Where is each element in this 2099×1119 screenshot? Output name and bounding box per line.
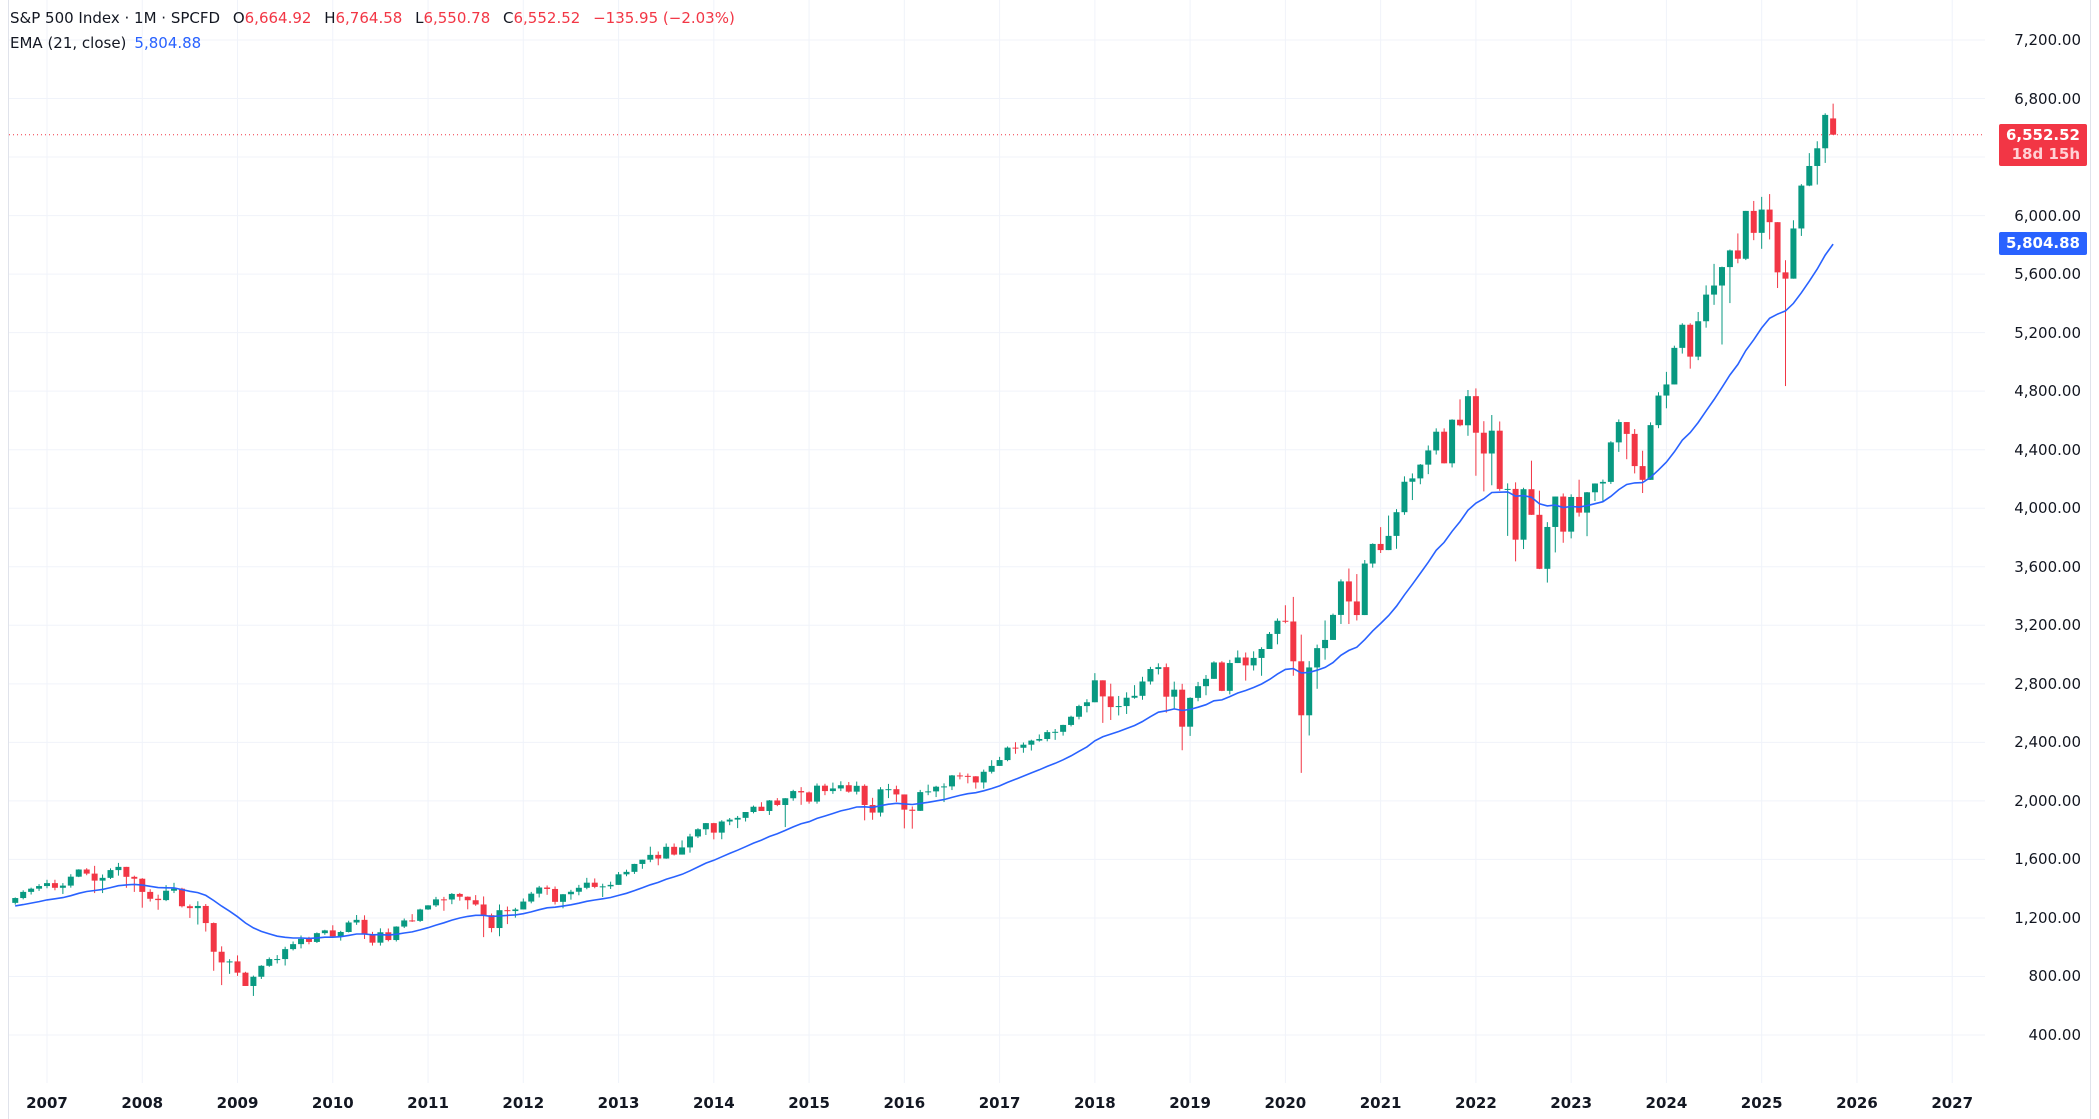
low-label: L — [415, 9, 424, 27]
price-tick-label: 7,200.00 — [2014, 31, 2081, 49]
time-tick-label: 2019 — [1169, 1094, 1211, 1112]
time-tick-label: 2021 — [1359, 1094, 1402, 1112]
time-tick-label: 2015 — [788, 1094, 830, 1112]
change-value: −135.95 (−2.03%) — [593, 9, 735, 27]
price-tick-label: 800.00 — [2028, 967, 2082, 986]
time-tick-label: 2009 — [216, 1094, 259, 1112]
ohlc-legend-row: S&P 500 Index · 1M · SPCFD O6,664.92 H6,… — [10, 6, 735, 31]
time-tick-label: 2024 — [1645, 1094, 1688, 1112]
ema-price-value: 5,804.88 — [2005, 234, 2080, 253]
time-tick-label: 2020 — [1264, 1094, 1307, 1112]
high-label: H — [324, 9, 336, 27]
chart-left-border — [8, 0, 9, 1119]
time-tick-label: 2027 — [1931, 1094, 1974, 1112]
countdown-timer: 18d 15h — [2011, 144, 2080, 163]
ema-line — [15, 243, 1834, 940]
time-tick-label: 2007 — [26, 1094, 68, 1112]
time-tick-label: 2011 — [407, 1094, 449, 1112]
last-price-value: 6,552.52 — [2005, 125, 2080, 144]
ema-legend-row: EMA (21, close) 5,804.88 — [10, 31, 735, 56]
price-tick-label: 2,800.00 — [2014, 674, 2081, 693]
price-tick-label: 5,600.00 — [2014, 265, 2081, 284]
price-tick-label: 6,800.00 — [2014, 89, 2081, 108]
time-tick-label: 2013 — [597, 1094, 640, 1112]
time-tick-label: 2012 — [502, 1094, 545, 1112]
price-tick-label: 4,800.00 — [2014, 382, 2081, 401]
time-tick-label: 2017 — [978, 1094, 1021, 1112]
time-tick-label: 2025 — [1740, 1094, 1783, 1112]
time-tick-label: 2010 — [311, 1094, 354, 1112]
price-tick-label: 2,400.00 — [2014, 733, 2081, 752]
close-value: 6,552.52 — [513, 9, 581, 27]
price-tick-label: 6,000.00 — [2014, 206, 2081, 225]
price-tick-label: 1,200.00 — [2014, 908, 2081, 927]
price-tick-label: 5,200.00 — [2014, 323, 2081, 342]
high-value: 6,764.58 — [335, 9, 403, 27]
ema-price-badge: 5,804.88 — [1998, 232, 2087, 256]
time-tick-label: 2026 — [1836, 1094, 1878, 1112]
symbol-title[interactable]: S&P 500 Index · 1M · SPCFD — [10, 9, 221, 27]
time-tick-label: 2014 — [692, 1094, 735, 1112]
ema-indicator-title[interactable]: EMA (21, close) — [10, 34, 127, 52]
candles — [12, 103, 1837, 996]
low-value: 6,550.78 — [423, 9, 491, 27]
price-tick-label: 4,000.00 — [2014, 499, 2081, 518]
price-tick-label: 4,400.00 — [2014, 440, 2081, 459]
price-tick-label: 1,600.00 — [2014, 850, 2081, 869]
time-tick-label: 2022 — [1455, 1094, 1497, 1112]
open-label: O — [232, 9, 245, 27]
time-tick-label: 2023 — [1550, 1094, 1593, 1112]
chart-right-border — [2090, 0, 2091, 1119]
time-tick-label: 2008 — [121, 1094, 164, 1112]
time-tick-label: 2018 — [1073, 1094, 1116, 1112]
price-tick-label: 400.00 — [2028, 1026, 2082, 1044]
ema-value: 5,804.88 — [134, 34, 202, 52]
last-price-badge: 6,552.52 18d 15h — [1998, 123, 2087, 166]
time-tick-label: 2016 — [883, 1094, 926, 1112]
price-tick-label: 3,600.00 — [2014, 557, 2081, 576]
grid-lines — [9, 0, 1985, 1083]
chart-legend: S&P 500 Index · 1M · SPCFD O6,664.92 H6,… — [10, 6, 735, 56]
price-tick-label: 3,200.00 — [2014, 616, 2081, 635]
open-value: 6,664.92 — [244, 9, 312, 27]
price-tick-label: 2,000.00 — [2014, 791, 2081, 810]
close-label: C — [503, 9, 514, 27]
